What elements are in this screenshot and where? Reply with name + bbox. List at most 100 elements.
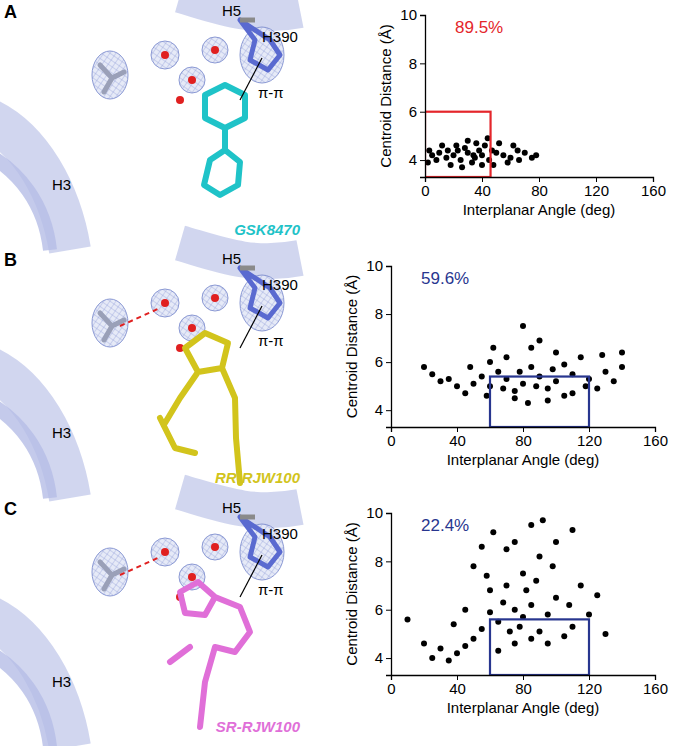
point — [479, 162, 485, 168]
point — [467, 364, 473, 370]
region-percent: 22.4% — [421, 516, 469, 535]
x-tick: 40 — [449, 427, 466, 449]
point — [603, 631, 609, 637]
x-tick: 120 — [584, 177, 609, 199]
annotation: π-π — [258, 332, 284, 349]
panel-letter: C — [4, 499, 17, 519]
point — [462, 607, 468, 613]
point — [487, 587, 493, 593]
y-tick-label: 6 — [375, 353, 383, 370]
region-percent: 89.5% — [455, 18, 503, 37]
point — [505, 159, 511, 165]
point — [479, 544, 485, 550]
x-tick-label: 160 — [641, 182, 666, 199]
point — [459, 164, 465, 170]
point — [528, 522, 534, 528]
helix-h3-edge — [0, 398, 50, 498]
x-tick: 160 — [643, 675, 668, 697]
water — [176, 96, 184, 104]
water — [188, 76, 196, 84]
point — [504, 354, 510, 360]
x-tick: 120 — [577, 675, 602, 697]
ligand-name: GSK8470 — [234, 221, 301, 238]
annotation: H390 — [262, 276, 298, 293]
annotation: π-π — [258, 84, 284, 101]
ligand — [204, 85, 245, 195]
point — [578, 354, 584, 360]
point — [470, 152, 476, 158]
point — [550, 366, 556, 372]
plot-area — [421, 323, 625, 427]
point — [487, 359, 493, 365]
x-tick-label: 0 — [387, 680, 395, 697]
density-mesh — [92, 51, 128, 99]
point — [570, 390, 576, 396]
point — [619, 350, 625, 356]
point — [510, 143, 516, 149]
water — [211, 46, 219, 54]
y-axis-line — [386, 514, 392, 676]
point — [451, 152, 457, 158]
point — [476, 147, 482, 153]
annotation: H5 — [222, 2, 241, 19]
point — [490, 345, 496, 351]
point — [517, 624, 523, 630]
point — [599, 352, 605, 358]
annotation: H5 — [222, 250, 241, 267]
density-mesh — [151, 289, 179, 317]
point — [520, 570, 526, 576]
point — [512, 539, 518, 545]
point — [484, 573, 490, 579]
plot-area — [425, 112, 539, 177]
y-axis-title: Centroid Distance (Å) — [377, 24, 394, 167]
y-tick-mark — [386, 513, 391, 514]
point — [561, 362, 567, 368]
point — [469, 159, 475, 165]
y-tick-label: 8 — [375, 553, 383, 570]
y-tick: 8 — [375, 553, 391, 570]
helix-h3-edge — [0, 150, 50, 250]
figure: H5H390π-πH3AGSK847089.5%0408012016046810… — [0, 0, 693, 746]
residue-stick — [100, 65, 124, 92]
y-tick-mark — [386, 561, 391, 562]
water — [161, 299, 169, 307]
y-tick: 10 — [366, 504, 391, 521]
point — [528, 345, 534, 351]
x-tick: 160 — [641, 177, 666, 199]
point — [533, 383, 539, 389]
x-axis: 04080120160 — [387, 427, 668, 449]
y-tick: 8 — [375, 305, 391, 322]
point — [512, 641, 518, 647]
x-tick-label: 0 — [421, 182, 429, 199]
points — [405, 517, 609, 663]
point — [507, 628, 513, 634]
annotation: H3 — [52, 424, 71, 441]
point — [545, 612, 551, 618]
x-tick: 0 — [421, 177, 429, 199]
point — [451, 621, 457, 627]
point — [443, 155, 449, 161]
point — [553, 595, 559, 601]
y-tick: 6 — [409, 103, 425, 120]
water — [188, 573, 196, 581]
y-axis-title: Centroid Distance (Å) — [343, 522, 360, 665]
y-tick-label: 10 — [400, 6, 417, 23]
point — [490, 529, 496, 535]
y-tick: 6 — [375, 353, 391, 370]
point — [515, 147, 521, 153]
y-tick-mark — [420, 112, 425, 113]
point — [504, 546, 510, 552]
y-axis-line — [386, 267, 392, 428]
x-axis-title: Interplanar Angle (deg) — [447, 699, 600, 716]
point — [516, 157, 522, 163]
helix-h3-edge — [0, 647, 50, 746]
point — [455, 147, 461, 153]
structure-view: H5H390π-πH3BRR-RJW100 — [0, 243, 301, 498]
point — [426, 147, 432, 153]
point — [603, 369, 609, 375]
density-mesh — [202, 37, 228, 63]
point — [578, 583, 584, 589]
x-tick: 80 — [531, 177, 548, 199]
point — [482, 143, 488, 149]
x-tick: 80 — [515, 427, 532, 449]
